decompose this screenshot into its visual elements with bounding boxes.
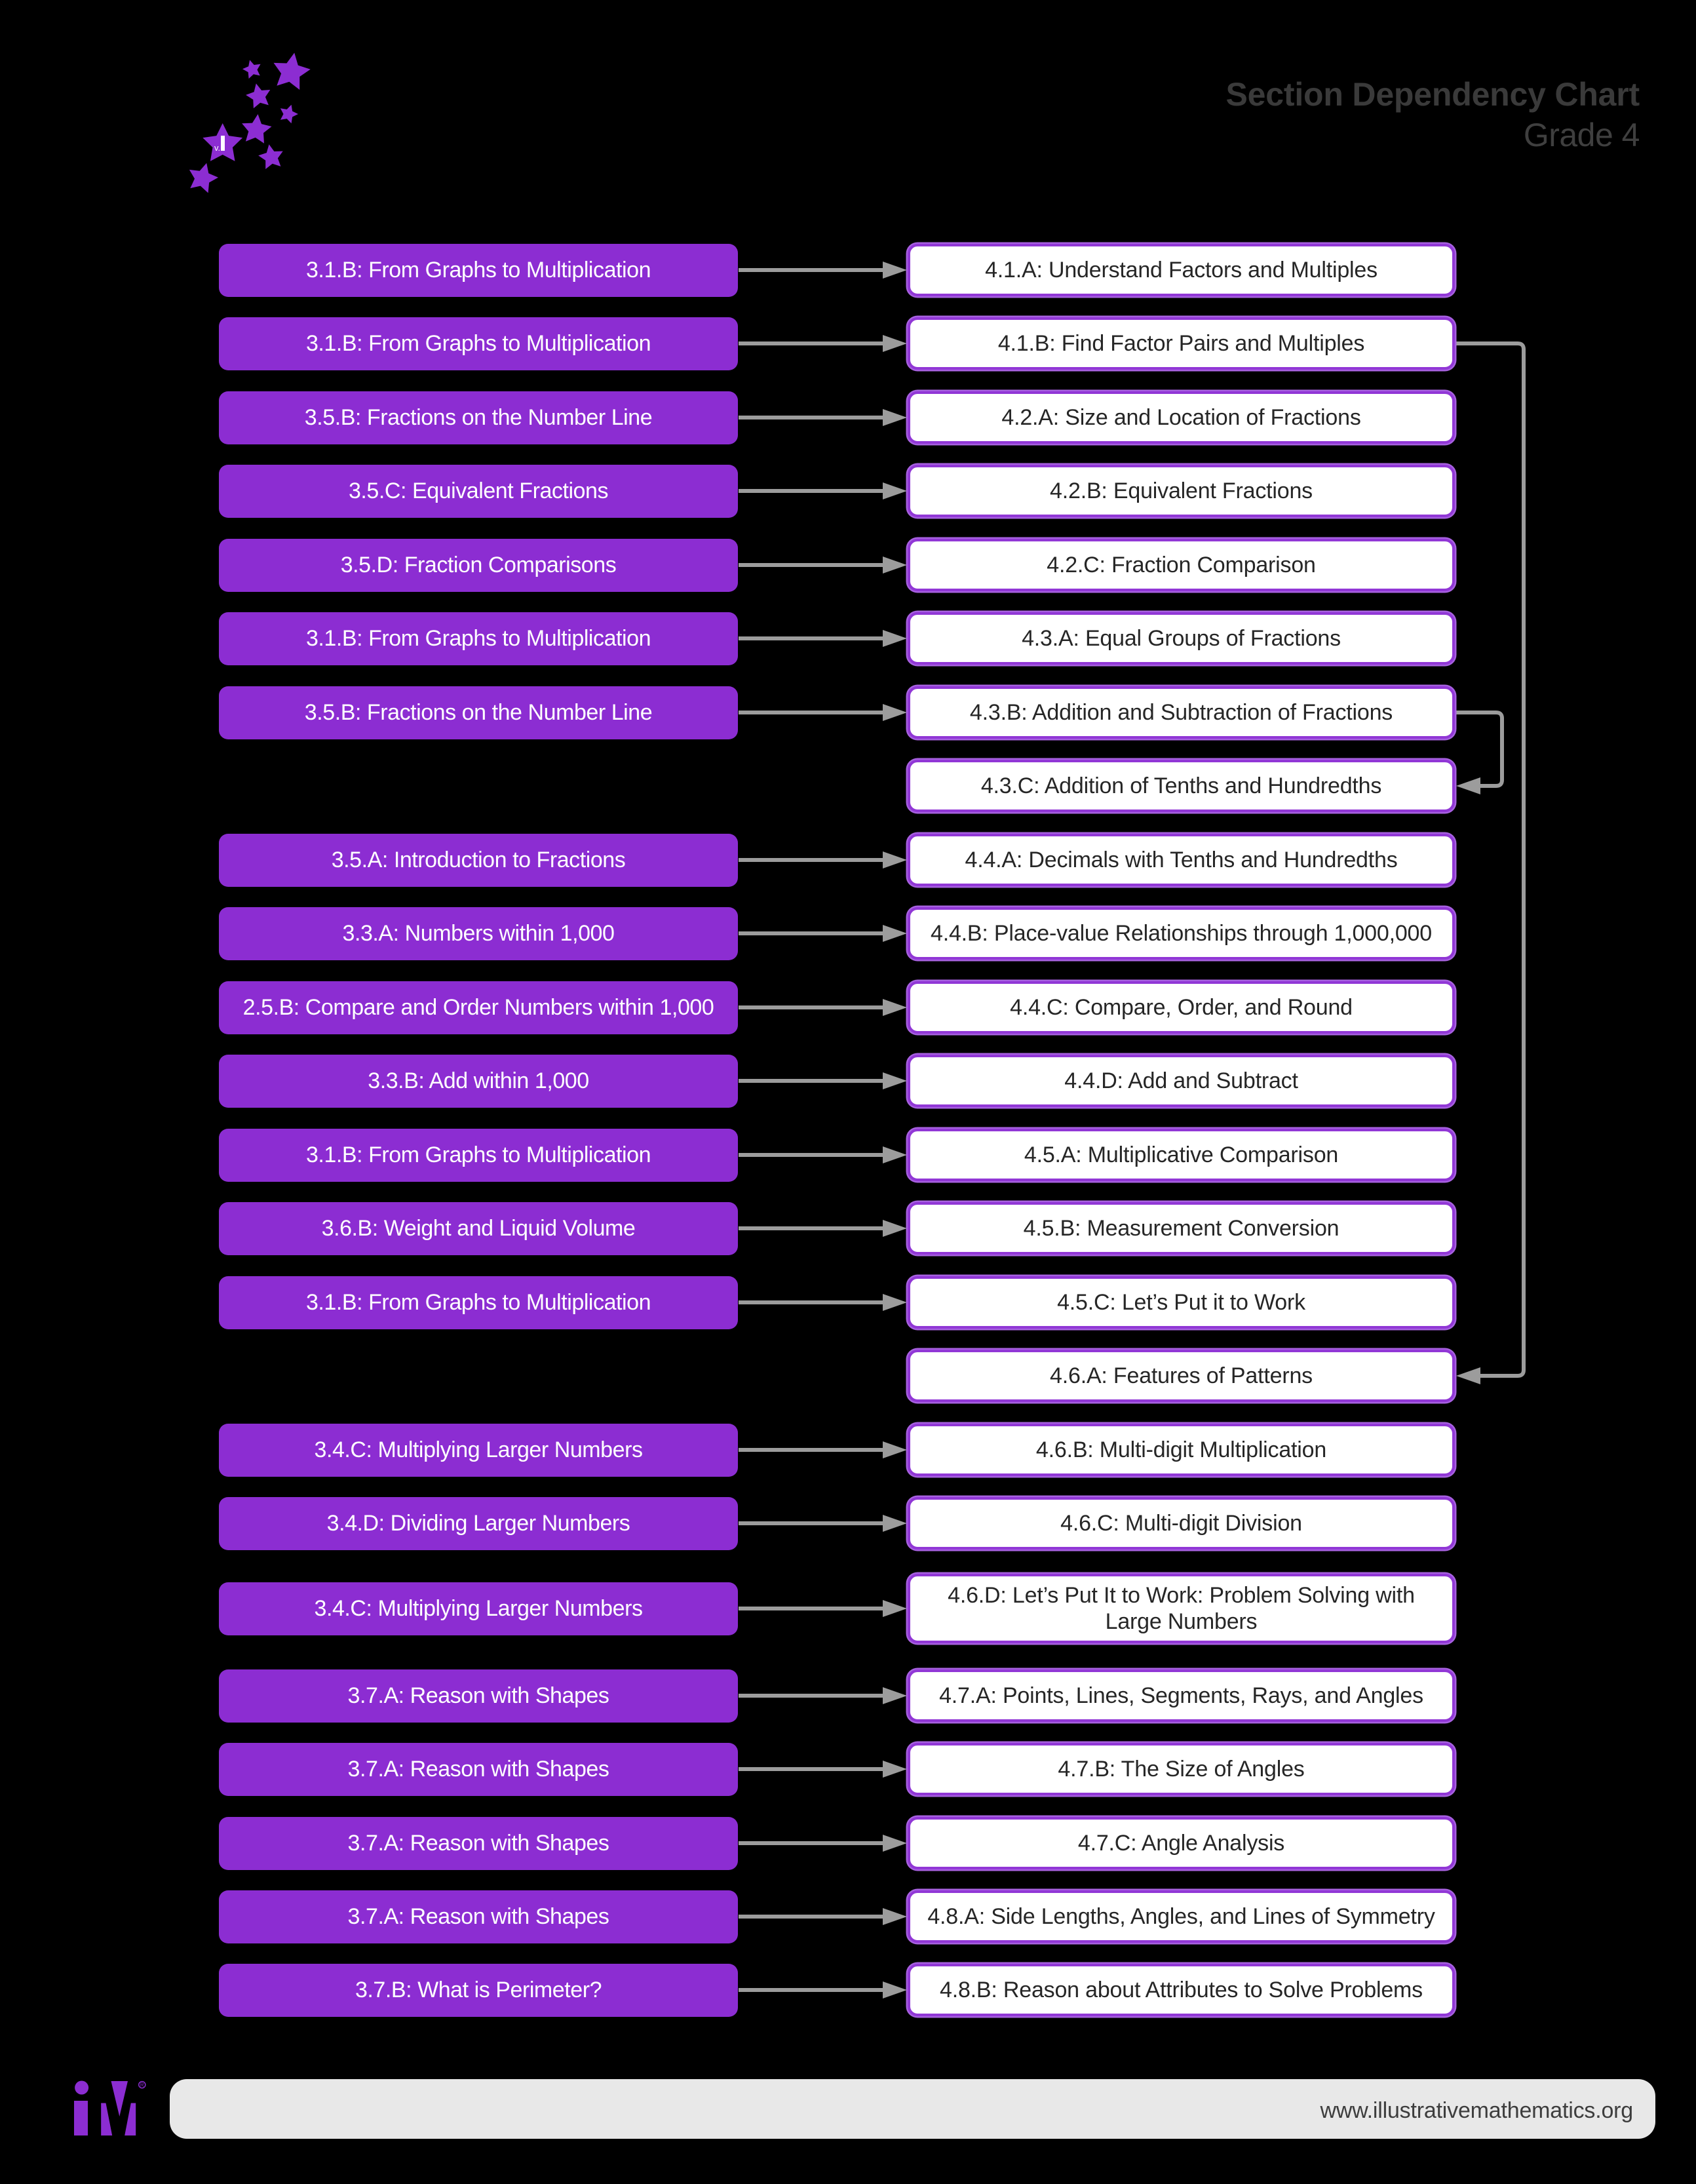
svg-text:R: R	[140, 2082, 144, 2088]
svg-text:v.: v.	[214, 143, 220, 153]
